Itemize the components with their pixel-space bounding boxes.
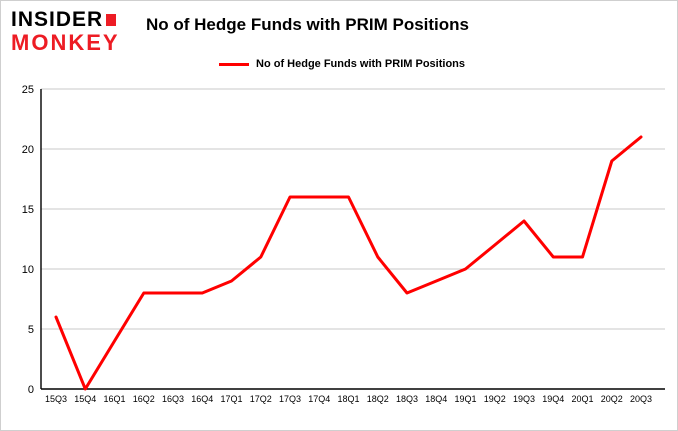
x-tick-label-19Q1: 19Q1 — [454, 394, 476, 404]
chart-title: No of Hedge Funds with PRIM Positions — [146, 15, 469, 34]
x-tick-label-16Q1: 16Q1 — [103, 394, 125, 404]
x-tick-label-16Q3: 16Q3 — [162, 394, 184, 404]
y-tick-label-5: 5 — [28, 324, 34, 336]
x-tick-label-16Q4: 16Q4 — [191, 394, 213, 404]
x-tick-label-15Q4: 15Q4 — [74, 394, 96, 404]
x-tick-label-17Q4: 17Q4 — [308, 394, 330, 404]
x-tick-label-15Q3: 15Q3 — [45, 394, 67, 404]
x-tick-label-20Q3: 20Q3 — [630, 394, 652, 404]
x-tick-label-17Q2: 17Q2 — [250, 394, 272, 404]
legend-label: No of Hedge Funds with PRIM Positions — [256, 58, 465, 70]
x-tick-label-16Q2: 16Q2 — [133, 394, 155, 404]
y-tick-label-20: 20 — [22, 144, 34, 156]
chart-svg: 0 5 10 15 20 25 15Q3 15Q4 16Q1 16Q2 16Q3 16Q4 17Q1 17… — [22, 84, 665, 404]
x-tick-label-17Q1: 17Q1 — [220, 394, 242, 404]
x-tick-label-19Q2: 19Q2 — [484, 394, 506, 404]
x-tick-label-18Q2: 18Q2 — [367, 394, 389, 404]
y-tick-label-25: 25 — [22, 84, 34, 96]
y-tick-label-10: 10 — [22, 264, 34, 276]
x-tick-label-18Q3: 18Q3 — [396, 394, 418, 404]
x-tick-label-18Q1: 18Q1 — [337, 394, 359, 404]
x-tick-label-19Q3: 19Q3 — [513, 394, 535, 404]
y-tick-label-0: 0 — [28, 384, 34, 396]
logo-insider-text: INSIDER — [11, 8, 104, 31]
logo-monkey-text: MONKEY — [11, 30, 120, 56]
x-tick-label-18Q4: 18Q4 — [425, 394, 447, 404]
hedge-funds-series-line — [54, 135, 643, 391]
x-tick-label-19Q4: 19Q4 — [542, 394, 564, 404]
x-tick-label-20Q1: 20Q1 — [571, 394, 593, 404]
y-tick-label-15: 15 — [22, 204, 34, 216]
x-tick-label-20Q2: 20Q2 — [601, 394, 623, 404]
chart-legend: No of Hedge Funds with PRIM Positions — [219, 58, 465, 70]
insider-monkey-logo: INSIDER MONKEY — [11, 8, 120, 56]
x-tick-label-17Q3: 17Q3 — [279, 394, 301, 404]
line-chart: 0 5 10 15 20 25 15Q3 15Q4 16Q1 16Q2 16Q3 16Q4 17Q1 17… — [1, 82, 677, 430]
logo-red-flag-icon — [106, 14, 117, 27]
legend-line-swatch — [219, 62, 249, 66]
